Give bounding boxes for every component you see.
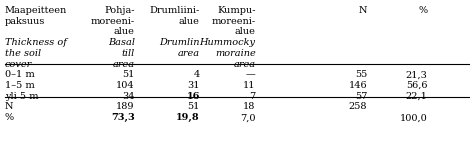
Text: 104: 104 <box>116 81 135 90</box>
Text: alue: alue <box>114 27 135 36</box>
Text: 55: 55 <box>355 70 367 79</box>
Text: 146: 146 <box>348 81 367 90</box>
Text: 16: 16 <box>186 92 200 101</box>
Text: 189: 189 <box>116 102 135 111</box>
Text: paksuus: paksuus <box>5 17 45 26</box>
Text: yli 5 m: yli 5 m <box>5 92 38 101</box>
Text: cover: cover <box>5 60 32 69</box>
Text: 18: 18 <box>243 102 255 111</box>
Text: Basal: Basal <box>108 38 135 47</box>
Text: Pohja-: Pohja- <box>104 6 135 15</box>
Text: %: % <box>5 113 14 122</box>
Text: 51: 51 <box>187 102 200 111</box>
Text: 19,8: 19,8 <box>176 113 200 122</box>
Text: area: area <box>113 60 135 69</box>
Text: 4: 4 <box>193 70 200 79</box>
Text: 258: 258 <box>348 102 367 111</box>
Text: 1–5 m: 1–5 m <box>5 81 35 90</box>
Text: alue: alue <box>179 17 200 26</box>
Text: —: — <box>246 70 255 79</box>
Text: Hummocky: Hummocky <box>200 38 255 47</box>
Text: %: % <box>419 6 428 15</box>
Text: 0–1 m: 0–1 m <box>5 70 35 79</box>
Text: Drumliini-: Drumliini- <box>150 6 200 15</box>
Text: 7,0: 7,0 <box>240 113 255 122</box>
Text: 31: 31 <box>187 81 200 90</box>
Text: moreeni-: moreeni- <box>211 17 255 26</box>
Text: 51: 51 <box>122 70 135 79</box>
Text: till: till <box>121 49 135 58</box>
Text: moreeni-: moreeni- <box>91 17 135 26</box>
Text: 56,6: 56,6 <box>406 81 428 90</box>
Text: 22,1: 22,1 <box>406 92 428 101</box>
Text: moraine: moraine <box>215 49 255 58</box>
Text: 100,0: 100,0 <box>400 113 428 122</box>
Text: 11: 11 <box>243 81 255 90</box>
Text: Kumpu-: Kumpu- <box>217 6 255 15</box>
Text: Maapeitteen: Maapeitteen <box>5 6 67 15</box>
Text: 73,3: 73,3 <box>111 113 135 122</box>
Text: Drumlin: Drumlin <box>159 38 200 47</box>
Text: 34: 34 <box>122 92 135 101</box>
Text: the soil: the soil <box>5 49 41 58</box>
Text: Thickness of: Thickness of <box>5 38 67 47</box>
Text: 21,3: 21,3 <box>406 70 428 79</box>
Text: 7: 7 <box>249 92 255 101</box>
Text: N: N <box>358 6 367 15</box>
Text: alue: alue <box>235 27 255 36</box>
Text: 57: 57 <box>355 92 367 101</box>
Text: area: area <box>234 60 255 69</box>
Text: N: N <box>5 102 13 111</box>
Text: area: area <box>178 49 200 58</box>
